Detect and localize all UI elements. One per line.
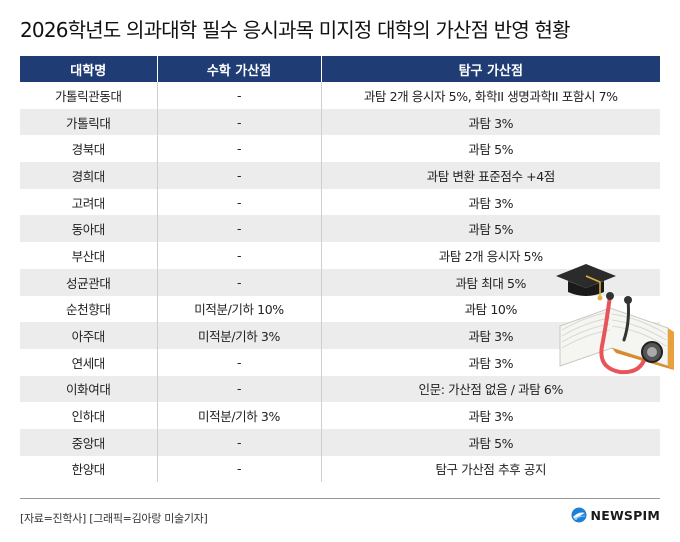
university-cell: 성균관대 [20,268,158,296]
table-row: 가톨릭관동대 - 과탐 2개 응시자 5%, 화학II 생명과학II 포함시 7… [20,82,660,109]
university-cell: 이화여대 [20,375,158,403]
inquiry-bonus-cell: 과탐 변환 표준점수 +4점 [321,162,660,189]
page-title: 2026학년도 의과대학 필수 응시과목 미지정 대학의 가산점 반영 현황 [20,18,571,42]
table-row: 중앙대 - 과탐 5% [20,428,660,456]
inquiry-bonus-cell: 과탐 5% [321,135,660,163]
column-header-math-bonus: 수학 가산점 [157,56,322,82]
table-row: 경희대 - 과탐 변환 표준점수 +4점 [20,162,660,189]
inquiry-bonus-cell: 과탐 3% [321,108,660,136]
table-row: 아주대 미적분/기하 3% 과탐 3% [20,322,660,349]
column-header-university: 대학명 [20,56,158,82]
table-row: 순천향대 미적분/기하 10% 과탐 10% [20,295,660,323]
math-bonus-cell: - [157,375,322,403]
column-header-inquiry-bonus: 탐구 가산점 [321,56,660,82]
math-bonus-cell: - [157,348,322,376]
table-row: 가톨릭대 - 과탐 3% [20,108,660,136]
inquiry-bonus-cell: 과탐 5% [321,428,660,456]
table-bottom-divider [20,498,660,499]
university-cell: 순천향대 [20,295,158,323]
table-row: 부산대 - 과탐 2개 응시자 5% [20,242,660,269]
university-cell: 연세대 [20,348,158,376]
inquiry-bonus-cell: 과탐 5% [321,215,660,243]
university-cell: 가톨릭관동대 [20,82,158,109]
university-cell: 인하대 [20,402,158,429]
inquiry-bonus-cell: 과탐 3% [321,402,660,429]
university-cell: 한양대 [20,455,158,483]
table-row: 이화여대 - 인문: 가산점 없음 / 과탐 6% [20,375,660,403]
math-bonus-cell: - [157,162,322,189]
table-row: 인하대 미적분/기하 3% 과탐 3% [20,402,660,429]
inquiry-bonus-cell: 과탐 2개 응시자 5%, 화학II 생명과학II 포함시 7% [321,82,660,109]
table-row: 동아대 - 과탐 5% [20,215,660,243]
university-cell: 아주대 [20,322,158,349]
math-bonus-cell: 미적분/기하 3% [157,322,322,349]
inquiry-bonus-cell: 과탐 최대 5% [321,268,660,296]
university-cell: 가톨릭대 [20,108,158,136]
math-bonus-cell: - [157,268,322,296]
inquiry-bonus-cell: 과탐 3% [321,322,660,349]
math-bonus-cell: - [157,188,322,216]
newspim-logo-icon [571,507,587,523]
table-row: 경북대 - 과탐 5% [20,135,660,163]
newspim-logo: NEWSPIM [571,507,660,523]
bonus-points-table: 대학명 수학 가산점 탐구 가산점 가톨릭관동대 - 과탐 2개 응시자 5%,… [20,56,660,483]
inquiry-bonus-cell: 과탐 10% [321,295,660,323]
math-bonus-cell: - [157,135,322,163]
inquiry-bonus-cell: 과탐 3% [321,188,660,216]
table-header-row: 대학명 수학 가산점 탐구 가산점 [20,56,660,82]
math-bonus-cell: 미적분/기하 10% [157,295,322,323]
math-bonus-cell: - [157,82,322,109]
table-row: 한양대 - 탐구 가산점 추후 공지 [20,455,660,483]
math-bonus-cell: - [157,455,322,483]
university-cell: 고려대 [20,188,158,216]
inquiry-bonus-cell: 탐구 가산점 추후 공지 [321,455,660,483]
table-row: 연세대 - 과탐 3% [20,348,660,376]
university-cell: 경북대 [20,135,158,163]
table-row: 성균관대 - 과탐 최대 5% [20,268,660,296]
math-bonus-cell: - [157,242,322,269]
university-cell: 경희대 [20,162,158,189]
inquiry-bonus-cell: 인문: 가산점 없음 / 과탐 6% [321,375,660,403]
university-cell: 중앙대 [20,428,158,456]
table-row: 고려대 - 과탐 3% [20,188,660,216]
inquiry-bonus-cell: 과탐 3% [321,348,660,376]
math-bonus-cell: - [157,428,322,456]
university-cell: 부산대 [20,242,158,269]
university-cell: 동아대 [20,215,158,243]
source-credit: [자료=진학사] [그래픽=김아랑 미술기자] [20,512,208,525]
math-bonus-cell: - [157,215,322,243]
inquiry-bonus-cell: 과탐 2개 응시자 5% [321,242,660,269]
math-bonus-cell: 미적분/기하 3% [157,402,322,429]
newspim-logo-text: NEWSPIM [590,507,660,523]
math-bonus-cell: - [157,108,322,136]
